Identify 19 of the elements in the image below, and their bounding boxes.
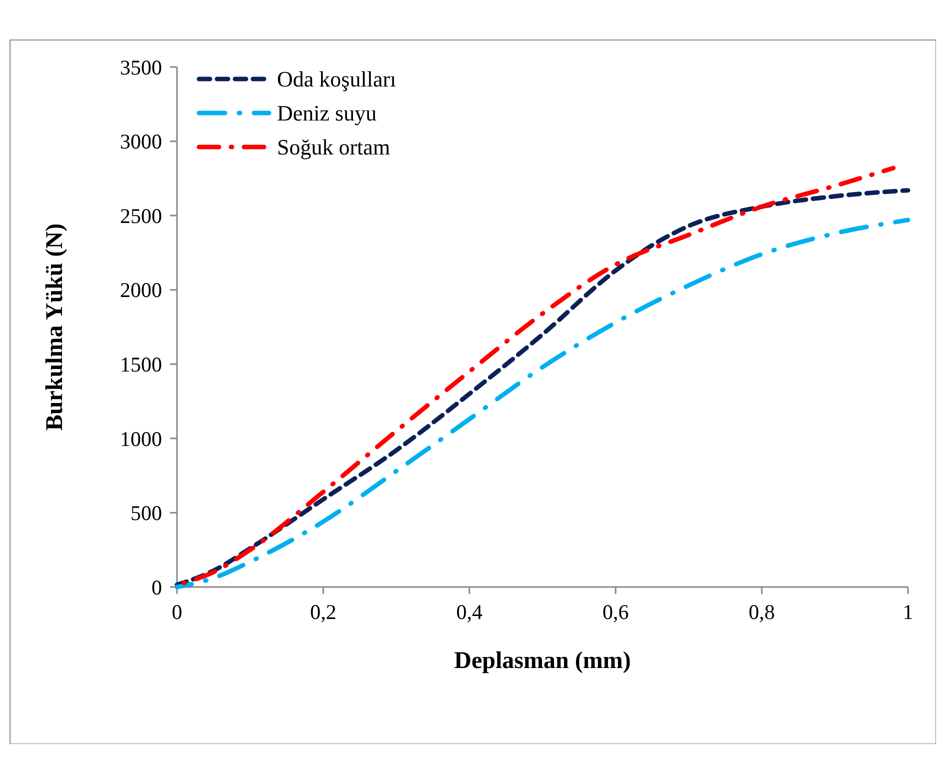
x-tick-label: 0 bbox=[172, 600, 182, 624]
y-tick-label: 2000 bbox=[120, 278, 162, 302]
y-tick-label: 500 bbox=[130, 501, 162, 526]
legend-label: Soğuk ortam bbox=[277, 134, 390, 160]
y-tick-label: 1000 bbox=[120, 426, 162, 451]
y-tick-label: 2500 bbox=[120, 204, 162, 228]
y-tick-label: 0 bbox=[152, 575, 162, 600]
legend-label: Oda koşulları bbox=[277, 66, 396, 92]
x-tick-label: 0,2 bbox=[310, 600, 336, 624]
y-axis-title: Burkulma Yükü (N) bbox=[42, 223, 68, 431]
x-tick-label: 0,4 bbox=[456, 600, 484, 624]
x-tick-label: 1 bbox=[902, 600, 914, 624]
x-tick-label: 0,8 bbox=[748, 600, 775, 624]
y-tick-label: 1500 bbox=[120, 352, 162, 376]
y-tick-label: 3500 bbox=[120, 55, 162, 80]
y-tick-label: 3000 bbox=[120, 130, 162, 154]
x-axis-title: Deplasman (mm) bbox=[454, 648, 631, 674]
x-tick-label: 0,6 bbox=[602, 600, 629, 624]
legend-label: Deniz suyu bbox=[277, 100, 377, 126]
